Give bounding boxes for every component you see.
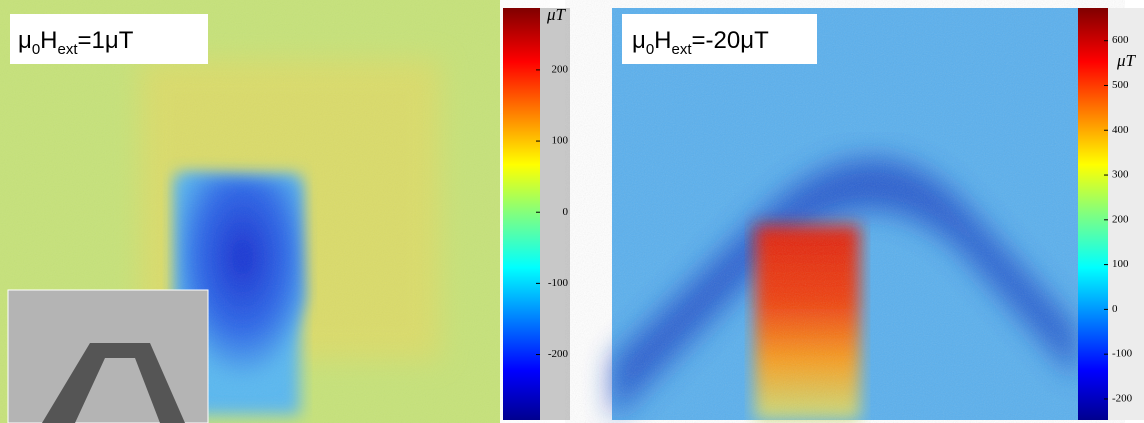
colorbar-tick-label: -200: [548, 348, 569, 360]
panel-label: μ0Hext=1μT: [18, 27, 134, 58]
colorbar-axis-right: [1108, 8, 1144, 420]
colorbar-tick-label: 0: [563, 206, 569, 218]
label-subscript: ext: [672, 41, 693, 58]
colorbar-unit: μT: [546, 5, 567, 24]
colorbar-left: [503, 8, 540, 420]
colorbar-tick-label: 0: [1112, 303, 1118, 315]
label-subscript: 0: [646, 41, 654, 58]
label-subscript: ext: [58, 41, 79, 58]
colorbar-tick-label: 100: [552, 135, 569, 147]
colorbar-tick-label: 500: [1112, 79, 1129, 91]
colorbar-tick-label: -200: [1112, 392, 1133, 404]
colorbar-tick-label: -100: [1112, 348, 1133, 360]
colorbar-tick-label: 400: [1112, 124, 1129, 136]
label-text: =-20μT: [692, 27, 770, 54]
label-text: =1μT: [78, 27, 134, 54]
panel-label: μ0Hext=-20μT: [632, 27, 769, 58]
label-subscript: 0: [32, 41, 40, 58]
colorbar-right: [1078, 8, 1108, 420]
label-text: μ: [18, 27, 32, 54]
colorbar-tick-label: 300: [1112, 169, 1129, 181]
colorbar-tick-label: 100: [1112, 258, 1129, 270]
label-text: H: [654, 27, 671, 54]
colorbar-tick-label: 200: [1112, 213, 1129, 225]
colorbar-tick-label: -100: [548, 277, 569, 289]
map-left: [0, 0, 500, 423]
label-text: H: [40, 27, 57, 54]
colorbar-unit: μT: [1116, 51, 1137, 70]
colorbar-tick-label: 600: [1112, 34, 1129, 46]
colorbar-tick-label: 200: [552, 63, 569, 75]
map-right: [612, 8, 1078, 420]
colorbar-axis-left: [540, 8, 570, 420]
label-text: μ: [632, 27, 646, 54]
